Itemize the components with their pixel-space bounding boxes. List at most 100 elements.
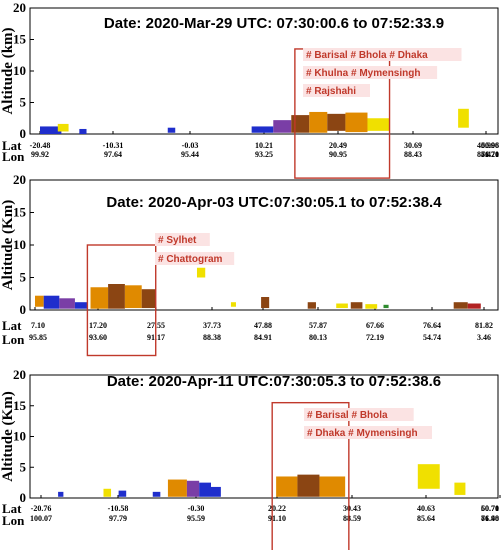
lat-tick-label: 76.64	[423, 321, 441, 330]
y-tick-label: 5	[20, 95, 27, 110]
lon-tick-label: 85.47	[477, 150, 495, 159]
lat-tick-label: -0.30	[188, 504, 205, 513]
lat-tick-label: 57.87	[309, 321, 327, 330]
aerosol-layer-brown	[108, 284, 125, 309]
aerosol-layer-blue	[152, 491, 161, 497]
lat-tick-label: 37.73	[203, 321, 221, 330]
aerosol-layer-orange	[35, 295, 44, 307]
station-annotation: # Chattogram	[158, 254, 223, 265]
aerosol-layer-yellow	[417, 464, 440, 489]
aerosol-layer-brown	[453, 302, 468, 309]
aerosol-layer-orange	[276, 476, 298, 497]
lon-tick-label: 76.21	[481, 150, 499, 159]
chart-panel-3: Date: 2020-Apr-11 UTC:07:30:05.3 to 07:5…	[0, 367, 501, 550]
lon-axis-label: Lon	[2, 513, 25, 528]
aerosol-layer-yellow	[103, 488, 112, 497]
lat-tick-label: 81.82	[475, 321, 493, 330]
aerosol-layer-brown	[307, 302, 316, 309]
aerosol-layer-purple	[186, 480, 200, 497]
aerosol-layer-orange	[167, 479, 187, 497]
lon-tick-label: 93.60	[89, 333, 107, 342]
lon-axis-label: Lon	[2, 332, 25, 347]
chart-title: Date: 2020-Apr-03 UTC:07:30:05.1 to 07:5…	[106, 194, 442, 211]
aerosol-layer-orange	[345, 112, 368, 133]
chart-panel-2: Date: 2020-Apr-03 UTC:07:30:05.1 to 07:5…	[0, 172, 499, 357]
lon-tick-label: 81.70	[481, 150, 499, 159]
aerosol-layer-brown	[297, 474, 320, 497]
y-tick-label: 5	[20, 270, 27, 285]
lon-tick-label: 97.79	[109, 514, 127, 523]
annotation-background	[303, 48, 462, 61]
aerosol-layer-yellow	[57, 123, 69, 132]
y-axis-label: Altitude (km)	[0, 27, 16, 114]
aerosol-layer-yellow	[336, 303, 348, 309]
station-annotation: # Khulna # Mymensingh	[306, 68, 420, 79]
lon-tick-label: 76.48	[481, 514, 499, 523]
lat-tick-label: -0.03	[182, 141, 199, 150]
y-tick-label: 15	[13, 205, 27, 220]
aerosol-layer-blue	[43, 295, 60, 309]
lat-tick-label: 50.71	[481, 504, 499, 513]
lat-tick-label: 30.43	[343, 504, 361, 513]
highlight-region-box	[271, 401, 350, 550]
station-annotation: # Rajshahi	[306, 86, 356, 97]
lat-tick-label: 40.90	[477, 141, 495, 150]
aerosol-layer-purple	[59, 298, 75, 309]
annotation-background	[304, 408, 414, 421]
y-tick-label: 10	[13, 429, 26, 444]
station-annotation: # Sylhet	[158, 235, 197, 246]
aerosol-layer-brown	[141, 289, 156, 309]
aerosol-layer-yellow	[365, 304, 378, 309]
annotation-background	[304, 426, 432, 439]
aerosol-layer-yellow	[367, 118, 390, 131]
aerosol-layer-red	[467, 303, 481, 309]
aerosol-layer-yellow	[230, 302, 236, 307]
chart-title: Date: 2020-Apr-11 UTC:07:30:05.3 to 07:5…	[107, 373, 441, 390]
lon-tick-label: 80.13	[309, 333, 327, 342]
lon-tick-label: 85.64	[417, 514, 435, 523]
lon-tick-label: 72.19	[366, 333, 384, 342]
aerosol-layer-orange	[124, 285, 142, 309]
highlight-region-box	[86, 244, 157, 357]
aerosol-layer-blue	[79, 128, 87, 134]
aerosol-layer-brown	[291, 115, 310, 133]
aerosol-layer-blue	[40, 126, 62, 134]
lat-tick-label: 17.20	[89, 321, 107, 330]
lat-tick-label: 30.69	[404, 141, 422, 150]
y-tick-label: 0	[20, 490, 27, 505]
lon-tick-label: 88.38	[203, 333, 221, 342]
aerosol-layer-green	[383, 304, 389, 309]
y-tick-label: 10	[13, 237, 26, 252]
aerosol-layer-orange	[319, 476, 346, 497]
lon-tick-label: 54.74	[423, 333, 441, 342]
annotation-background	[303, 84, 370, 97]
lon-tick-label: 99.92	[31, 150, 49, 159]
station-annotation: # Dhaka # Mymensingh	[307, 428, 418, 439]
aerosol-layer-blue	[199, 482, 211, 497]
aerosol-layer-blue	[167, 127, 176, 133]
y-tick-label: 15	[13, 398, 27, 413]
aerosol-layer-orange	[90, 287, 109, 309]
aerosol-layer-purple	[273, 120, 292, 133]
chart-panel-1: Date: 2020-Mar-29 UTC: 07:30:00.6 to 07:…	[0, 0, 499, 179]
aerosol-layer-orange	[309, 111, 328, 133]
lat-tick-label: 20.22	[268, 504, 286, 513]
lat-tick-label: 50.98	[481, 141, 499, 150]
lat-axis-label: Lat	[2, 138, 22, 153]
y-tick-label: 20	[13, 367, 26, 382]
lat-tick-label: -20.48	[30, 141, 51, 150]
lat-tick-label: 67.66	[366, 321, 384, 330]
lon-tick-label: 91.10	[268, 514, 286, 523]
lon-tick-label: 93.25	[255, 150, 273, 159]
lat-tick-label: 20.49	[329, 141, 347, 150]
annotation-background	[155, 233, 210, 246]
chart-title: Date: 2020-Mar-29 UTC: 07:30:00.6 to 07:…	[104, 15, 444, 32]
lon-tick-label: 88.43	[404, 150, 422, 159]
lat-axis-label: Lat	[2, 501, 22, 516]
y-axis-label: Altitude (Km)	[0, 200, 16, 290]
aerosol-layer-blue	[251, 126, 274, 133]
aerosol-layer-yellow	[454, 482, 466, 495]
lon-axis-label: Lon	[2, 149, 25, 164]
y-tick-label: 20	[13, 0, 26, 15]
